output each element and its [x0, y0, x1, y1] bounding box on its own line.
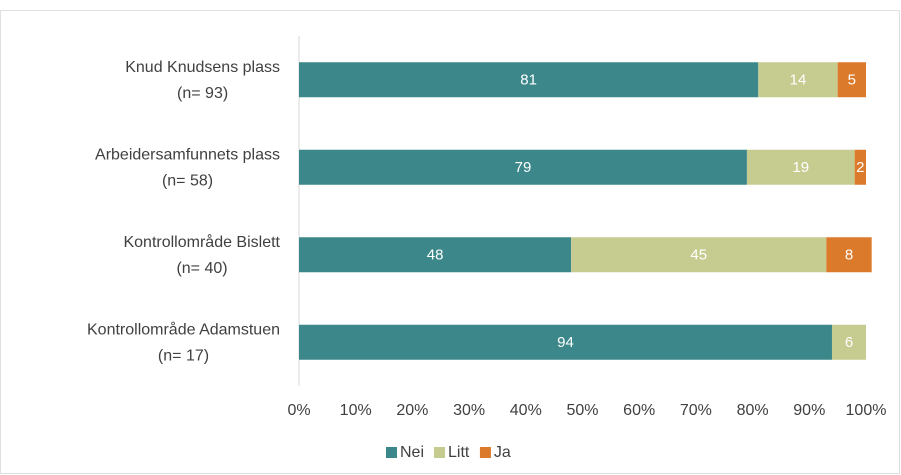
bar-segment: [854, 149, 866, 185]
x-tick-label: 50%: [566, 402, 598, 419]
y-tick-label: Arbeidersamfunnets plass: [95, 146, 280, 163]
x-tick-label: 0%: [287, 402, 310, 419]
y-tick-label: (n= 58): [162, 172, 213, 189]
bar-segment: [571, 237, 827, 273]
data-label: 5: [848, 72, 856, 89]
chart-border: [0, 10, 900, 474]
legend-label: Nei: [400, 444, 424, 461]
data-label: 94: [557, 334, 574, 351]
y-tick-label: (n= 93): [177, 85, 228, 102]
y-tick-label: (n= 40): [176, 260, 227, 277]
x-tick-label: 80%: [737, 402, 769, 419]
x-tick-label: 40%: [510, 402, 542, 419]
x-tick-label: 30%: [453, 402, 485, 419]
data-label: 8: [845, 247, 853, 264]
y-tick-label: Knud Knudsens plass: [125, 59, 280, 76]
data-label: 19: [792, 159, 809, 176]
x-tick-label: 100%: [846, 402, 887, 419]
bar-segment: [837, 62, 866, 98]
data-label: 14: [790, 72, 807, 89]
bar-segment: [299, 62, 759, 98]
data-label: 79: [515, 159, 532, 176]
legend-label: Litt: [448, 444, 470, 461]
x-tick-label: 10%: [340, 402, 372, 419]
bar-segment: [831, 324, 866, 360]
data-label: 48: [427, 247, 444, 264]
x-tick-label: 20%: [396, 402, 428, 419]
x-tick-label: 70%: [680, 402, 712, 419]
bar-segment: [299, 324, 832, 360]
y-tick-label: Kontrollområde Bislett: [123, 233, 280, 251]
y-tick-label: (n= 17): [158, 347, 209, 364]
bar-segment: [299, 149, 747, 185]
legend-swatch: [434, 447, 446, 458]
y-tick-label: Kontrollområde Adamstuen: [87, 320, 280, 338]
data-label: 81: [520, 72, 537, 89]
legend-swatch: [479, 447, 491, 458]
data-label: 2: [856, 159, 864, 176]
bar-segment: [746, 149, 855, 185]
bar-segment: [299, 237, 572, 273]
bar-segment: [826, 237, 872, 273]
bar-segment: [758, 62, 838, 98]
legend-label: Ja: [494, 444, 511, 461]
x-tick-label: 90%: [793, 402, 825, 419]
data-label: 45: [690, 247, 707, 264]
data-label: 6: [845, 334, 853, 351]
x-tick-label: 60%: [623, 402, 655, 419]
legend-swatch: [386, 447, 397, 458]
